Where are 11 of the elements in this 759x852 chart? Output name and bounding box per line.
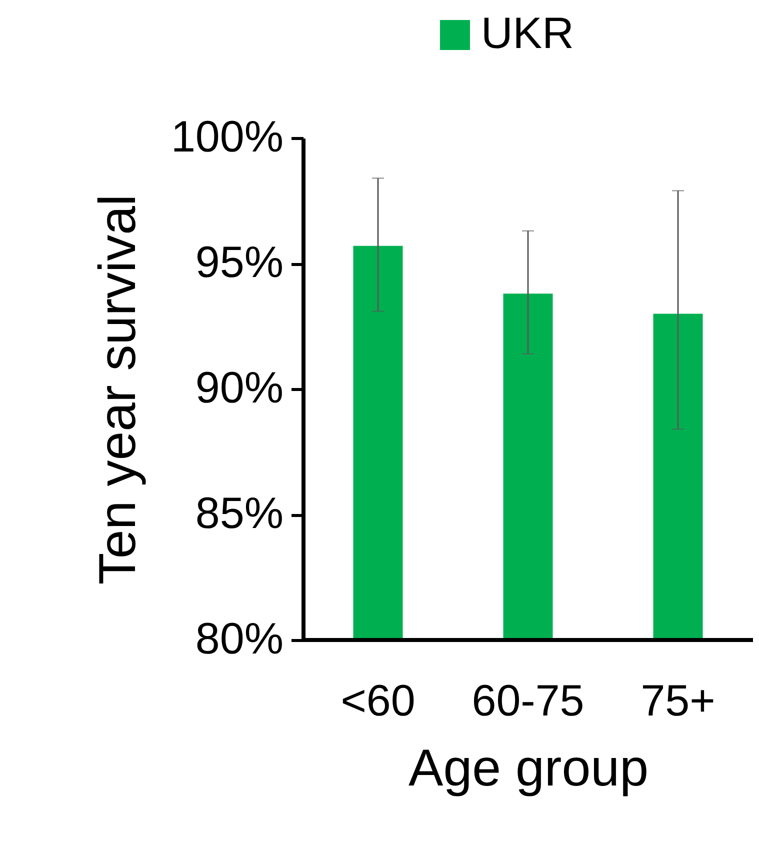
- y-tick-label: 85%: [195, 489, 284, 538]
- y-tick-label: 90%: [195, 364, 284, 412]
- x-tick-label: <60: [340, 676, 416, 726]
- legend-label: UKR: [481, 9, 574, 58]
- y-tick-label: 100%: [170, 112, 284, 162]
- y-tick-label: 95%: [195, 238, 284, 287]
- x-tick-label: 75+: [640, 676, 716, 726]
- x-tick-label: 60-75: [472, 676, 584, 726]
- y-tick-label: 80%: [195, 614, 284, 664]
- y-axis-title: Ten year survival: [88, 194, 147, 585]
- x-axis-title: Age group: [408, 740, 648, 798]
